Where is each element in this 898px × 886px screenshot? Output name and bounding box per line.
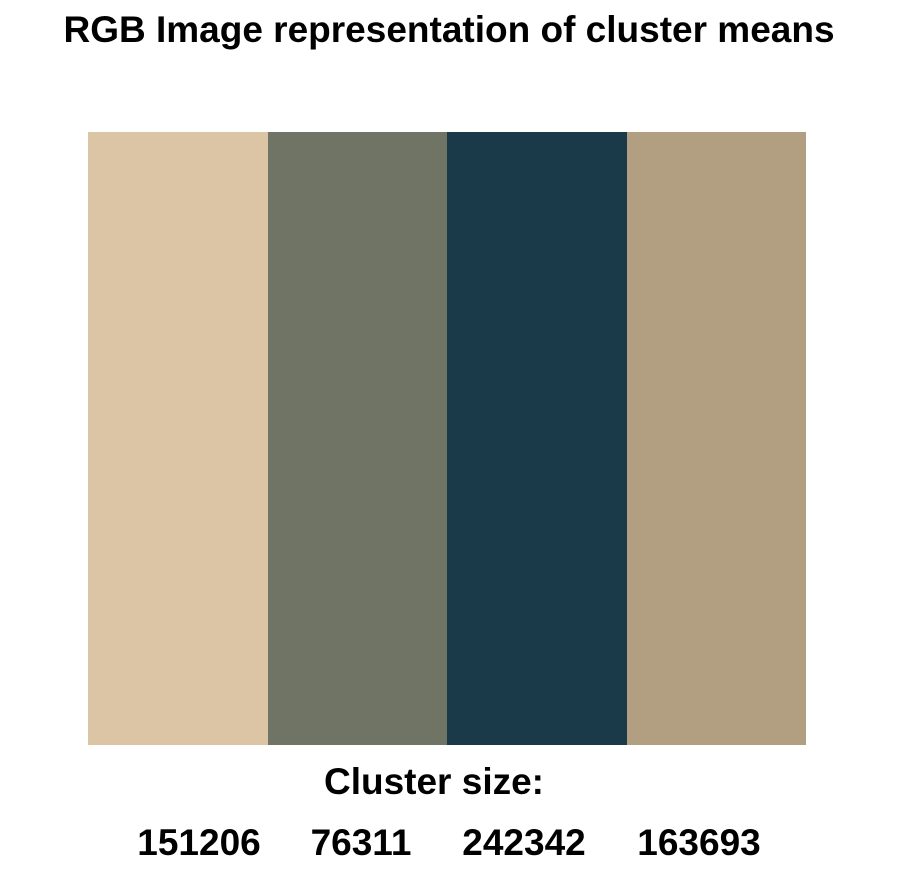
cluster-band-1 — [88, 132, 268, 745]
cluster-size-label: Cluster size: — [323, 761, 544, 802]
cluster-size-values: 151206 76311 242342 163693 — [110, 820, 810, 866]
cluster-band-2 — [268, 132, 447, 745]
cluster-size-value-3: 242342 — [462, 822, 586, 863]
chart-title: RGB Image representation of cluster mean… — [63, 9, 835, 50]
cluster-band-3 — [447, 132, 627, 745]
cluster-band-4 — [627, 132, 806, 745]
cluster-size-value-4: 163693 — [637, 822, 761, 863]
cluster-color-strip — [88, 132, 806, 745]
cluster-size-value-2: 76311 — [310, 822, 412, 863]
cluster-color-svg — [88, 132, 806, 745]
cluster-size-value-1: 151206 — [137, 822, 261, 863]
